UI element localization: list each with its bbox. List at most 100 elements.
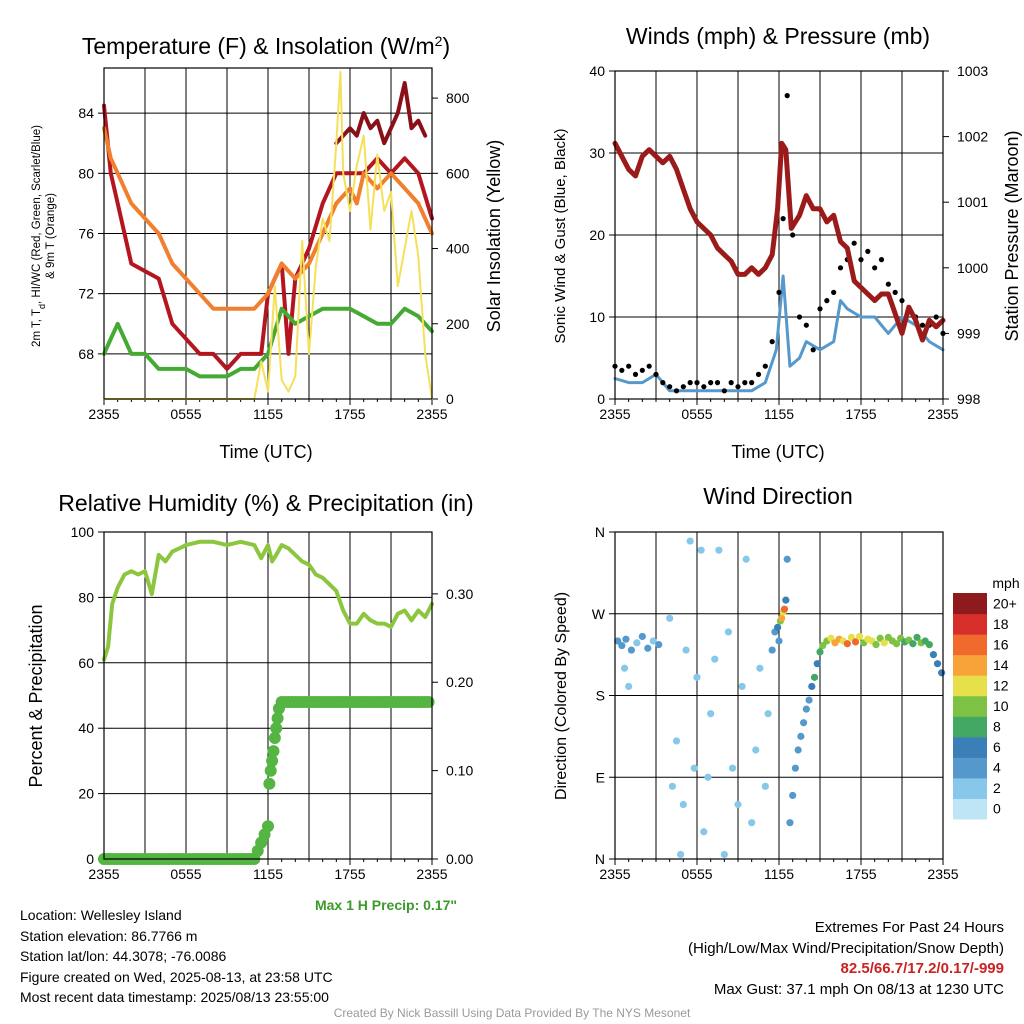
direction-point (880, 639, 888, 647)
ytick-right-label: 999 (957, 325, 981, 341)
temp-ylabel-line1: 2m T, Td, HI/WC (Red, Green, Scarlet/Blu… (31, 125, 47, 347)
direction-point (782, 596, 790, 604)
ytick-right-label: 0.00 (446, 851, 473, 867)
legend-swatch (953, 695, 987, 717)
gust-point (701, 384, 707, 390)
legend-label: 6 (993, 739, 1001, 755)
wind-direction-panel: Wind Direction Direction (Colored By Spe… (553, 483, 1020, 882)
direction-point (892, 640, 901, 648)
direction-point (764, 710, 772, 718)
ytick-label: 76 (78, 226, 94, 242)
gust-point (831, 289, 837, 295)
ytick-label: 40 (78, 720, 94, 736)
legend-swatch (953, 716, 987, 738)
gust-point (803, 322, 809, 328)
precip-point (422, 696, 435, 709)
ytick-right-label: 800 (446, 90, 470, 106)
credit-text: Created By Nick Bassill Using Data Provi… (333, 1006, 691, 1020)
ytick-right-label: 0.10 (446, 763, 473, 779)
direction-point (633, 639, 641, 647)
ytick-right-label: 0.20 (446, 674, 473, 690)
precip-point (270, 722, 283, 735)
wdir-title: Wind Direction (703, 483, 853, 509)
ytick-label: 80 (78, 165, 94, 181)
direction-point (620, 664, 629, 672)
rh-xtick-label: 2355 (416, 866, 447, 882)
direction-point (748, 819, 756, 827)
plot-frame (614, 70, 944, 400)
gust-point (708, 380, 714, 386)
series-2m-td (102, 306, 434, 379)
direction-point (909, 640, 917, 648)
direction-point (711, 655, 719, 663)
latlon-text: Station lat/lon: 44.3078; -76.0086 (20, 948, 227, 964)
direction-point (707, 710, 715, 718)
direction-point (655, 641, 663, 649)
direction-point (734, 800, 742, 809)
direction-point (768, 646, 776, 654)
direction-point (783, 555, 791, 563)
ytick-label: 0 (597, 391, 605, 407)
rh-xtick-label: 0555 (170, 866, 201, 882)
direction-point (929, 651, 938, 659)
ytick-label: 10 (589, 309, 605, 325)
rh-panel: Relative Humidity (%) & Precipitation (i… (26, 490, 474, 913)
precip-point (271, 712, 284, 725)
ytick-label: 84 (78, 105, 94, 121)
direction-point (756, 664, 764, 672)
recent-text: Most recent data timestamp: 2025/08/13 2… (20, 989, 329, 1005)
direction-point (810, 673, 819, 681)
gust-point (619, 367, 625, 373)
ytick-label: N (595, 851, 605, 867)
ytick-label: S (596, 688, 605, 704)
gust-point (790, 232, 796, 238)
winds-panel: Winds (mph) & Pressure (mb) Time (UTC) S… (552, 23, 1022, 462)
winds-ylabel-right: Station Pressure (Maroon) (1002, 130, 1022, 341)
ytick-right-label: 1003 (957, 63, 988, 79)
precip-point (264, 764, 277, 777)
ytick-label: 80 (78, 589, 94, 605)
ytick-right-label: 1002 (957, 129, 988, 145)
gust-point (933, 314, 939, 320)
gust-point (660, 380, 666, 386)
direction-point (644, 644, 652, 652)
temp-xtick-label: 1755 (334, 406, 365, 422)
winds-title: Winds (mph) & Pressure (mb) (626, 23, 930, 49)
ytick-label: 60 (78, 655, 94, 671)
legend-swatch (953, 757, 987, 779)
gust-point (742, 380, 748, 386)
ytick-label: 20 (78, 786, 94, 802)
ytick-right-label: 200 (446, 316, 470, 332)
gust-point (784, 93, 790, 99)
direction-point (668, 782, 677, 790)
gust-point (837, 265, 844, 271)
gust-point (735, 384, 741, 390)
ytick-label: 40 (589, 63, 605, 79)
gust-point (872, 265, 878, 271)
gust-point (780, 216, 786, 222)
winds-xtick-label: 1755 (845, 406, 876, 422)
temp-xtick-label: 1155 (253, 406, 283, 422)
extremes-title: Extremes For Past 24 Hours (814, 919, 1004, 936)
legend-label: 4 (993, 760, 1001, 776)
gust-point (762, 363, 768, 369)
gust-point (817, 306, 823, 312)
elevation-text: Station elevation: 86.7766 m (20, 927, 198, 944)
ytick-label: 68 (78, 346, 94, 362)
direction-point (704, 773, 712, 781)
gust-point (810, 347, 816, 353)
legend-swatch (953, 798, 987, 820)
legend-label: 8 (993, 719, 1001, 735)
temp-xlabel: Time (UTC) (219, 442, 312, 462)
rh-title: Relative Humidity (%) & Precipitation (i… (58, 490, 473, 516)
direction-point (925, 641, 933, 649)
direction-point (933, 660, 942, 668)
max-precip-label: Max 1 H Precip: 0.17" (315, 897, 457, 913)
rh-grid (104, 532, 432, 859)
direction-point (625, 682, 633, 691)
direction-point (686, 537, 694, 545)
plot-frame (614, 531, 944, 860)
rh-xtick-label: 1755 (334, 866, 365, 882)
temp-title: Temperature (F) & Insolation (W/m2) (82, 33, 450, 59)
direction-point (682, 646, 690, 654)
